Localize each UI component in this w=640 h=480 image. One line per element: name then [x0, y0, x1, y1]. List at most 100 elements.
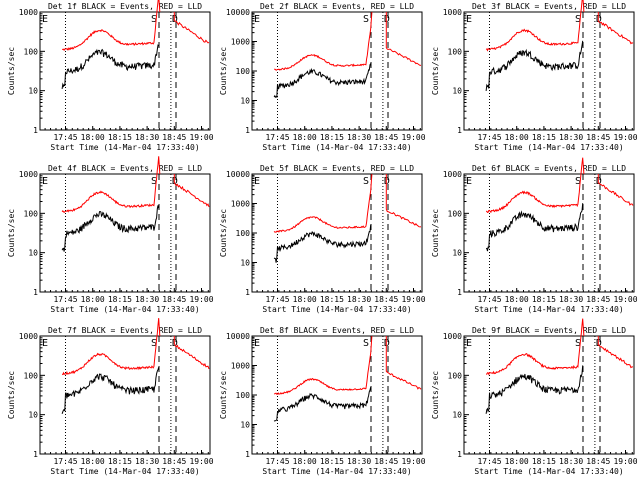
x-tick-label: 18:45 — [374, 295, 398, 304]
marker-s: S — [575, 338, 581, 349]
y-tick-label: 1000 — [231, 200, 250, 209]
y-tick-label: 1 — [245, 288, 250, 297]
y-tick-label: 1000 — [443, 8, 462, 17]
lld-series — [274, 11, 373, 71]
lld-series — [61, 156, 161, 214]
panel-9: Det 9f BLACK = Events, RED = LLD 1 10 100 10… — [431, 318, 638, 476]
y-tick-label: 100 — [448, 209, 463, 218]
lld-series — [485, 318, 585, 376]
y-tick-label: 100 — [448, 47, 463, 56]
x-tick-label: 18:00 — [293, 457, 317, 466]
x-tick-label: 19:00 — [401, 295, 425, 304]
lld-series — [486, 157, 585, 214]
y-tick-label: 10 — [452, 411, 462, 420]
marker-e: E — [254, 338, 260, 349]
y-axis-label: Counts/sec — [219, 209, 228, 257]
x-tick-label: 17:45 — [265, 133, 289, 142]
plot-frame — [251, 335, 423, 455]
panel-title: Det 2f BLACK = Events, RED = LLD — [260, 2, 414, 11]
panel-8: Det 8f BLACK = Events, RED = LLD 1 10 100 10… — [219, 326, 426, 476]
marker-d: D — [384, 338, 390, 349]
x-tick-label: 19:00 — [613, 133, 637, 142]
panel-title: Det 8f BLACK = Events, RED = LLD — [260, 326, 414, 335]
y-tick-label: 10 — [240, 259, 250, 268]
y-tick-label: 1000 — [231, 38, 250, 47]
x-tick-label: 18:30 — [135, 295, 159, 304]
x-tick-label: 18:00 — [293, 295, 317, 304]
marker-e: E — [42, 176, 48, 187]
lld-series — [485, 0, 585, 52]
x-axis-label: Start Time (14-Mar-04 17:33:40) — [50, 467, 199, 476]
x-tick-label: 19:00 — [613, 457, 637, 466]
y-tick-label: 1000 — [19, 332, 38, 341]
marker-e: E — [466, 14, 472, 25]
panel-6: Det 6f BLACK = Events, RED = LLD 1 10 100 10… — [431, 157, 638, 314]
x-tick-label: 18:00 — [505, 295, 529, 304]
y-tick-label: 100 — [236, 229, 251, 238]
x-tick-label: 17:45 — [53, 133, 77, 142]
plot-frame — [39, 173, 211, 293]
marker-s: S — [575, 14, 581, 25]
marker-e: E — [466, 176, 472, 187]
y-tick-label: 1 — [33, 126, 38, 135]
x-axis-label: Start Time (14-Mar-04 17:33:40) — [50, 143, 199, 152]
x-tick-label: 18:15 — [108, 133, 132, 142]
x-axis-label: Start Time (14-Mar-04 17:33:40) — [262, 305, 411, 314]
x-tick-label: 18:45 — [162, 133, 186, 142]
y-tick-label: 1000 — [443, 170, 462, 179]
plot-frame — [463, 173, 635, 293]
x-tick-label: 18:15 — [108, 295, 132, 304]
x-tick-label: 18:00 — [505, 457, 529, 466]
marker-d: D — [596, 14, 602, 25]
marker-e: E — [42, 14, 48, 25]
x-tick-label: 18:45 — [162, 295, 186, 304]
plot-frame — [251, 173, 423, 293]
y-tick-label: 10 — [28, 249, 38, 258]
y-axis-label: Counts/sec — [7, 371, 16, 419]
lld-tail-series — [597, 336, 633, 369]
x-tick-label: 17:45 — [53, 295, 77, 304]
x-tick-label: 19:00 — [613, 295, 637, 304]
events-series — [61, 367, 160, 414]
x-tick-label: 18:30 — [347, 133, 371, 142]
marker-e: E — [466, 338, 472, 349]
x-tick-label: 19:00 — [189, 295, 213, 304]
events-series — [486, 203, 584, 252]
y-tick-label: 10 — [452, 87, 462, 96]
panel-title: Det 5f BLACK = Events, RED = LLD — [260, 164, 414, 173]
panel-2: Det 2f BLACK = Events, RED = LLD 1 10 100 10… — [219, 2, 426, 152]
y-tick-label: 10 — [28, 87, 38, 96]
lld-series — [274, 335, 373, 395]
y-tick-label: 10 — [28, 411, 38, 420]
panel-title: Det 9f BLACK = Events, RED = LLD — [472, 326, 626, 335]
x-tick-label: 18:45 — [374, 457, 398, 466]
x-tick-label: 18:45 — [374, 133, 398, 142]
x-tick-label: 18:15 — [108, 457, 132, 466]
plot-frame — [463, 335, 635, 455]
events-series — [273, 224, 372, 263]
y-tick-label: 1 — [457, 450, 462, 459]
marker-s: S — [151, 338, 157, 349]
events-series — [485, 365, 584, 414]
y-tick-label: 10000 — [226, 332, 250, 341]
x-tick-label: 18:15 — [532, 295, 556, 304]
panel-title: Det 3f BLACK = Events, RED = LLD — [472, 2, 626, 11]
x-tick-label: 18:45 — [586, 133, 610, 142]
events-series — [61, 205, 160, 252]
y-tick-label: 100 — [24, 371, 39, 380]
lld-tail-series — [173, 174, 210, 208]
plot-frame — [463, 11, 635, 131]
events-series — [485, 40, 584, 91]
x-tick-label: 17:45 — [265, 295, 289, 304]
lld-tail-series — [385, 174, 422, 228]
panel-3: Det 3f BLACK = Events, RED = LLD 1 10 100 10… — [431, 0, 638, 152]
panel-title: Det 7f BLACK = Events, RED = LLD — [48, 326, 202, 335]
lld-tail-series — [597, 174, 634, 206]
plot-frame — [251, 11, 423, 131]
marker-d: D — [172, 14, 178, 25]
y-tick-label: 1000 — [19, 8, 38, 17]
y-tick-label: 1 — [457, 288, 462, 297]
marker-e: E — [254, 14, 260, 25]
x-tick-label: 18:00 — [505, 133, 529, 142]
